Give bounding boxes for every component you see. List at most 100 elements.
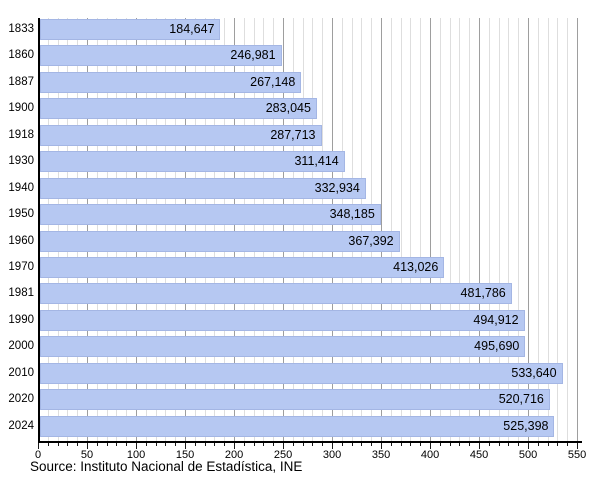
- x-minor-tick: [214, 442, 216, 446]
- bar: 332,934: [39, 177, 366, 199]
- x-tick-label: 400: [420, 449, 440, 461]
- major-gridline: [528, 18, 530, 441]
- x-major-tick: [136, 442, 138, 449]
- bar: 283,045: [39, 98, 317, 120]
- bar-value-label: 348,185: [329, 207, 375, 222]
- x-minor-tick: [96, 442, 98, 446]
- x-tick-label: 250: [273, 449, 293, 461]
- x-major-tick: [479, 442, 481, 449]
- bar: 520,716: [39, 389, 550, 411]
- minor-gridline: [106, 18, 108, 441]
- year-label: 1960: [8, 234, 34, 247]
- minor-gridline: [302, 18, 304, 441]
- bar: 367,392: [39, 230, 400, 252]
- minor-gridline: [488, 18, 490, 441]
- x-minor-tick: [155, 442, 157, 446]
- x-major-tick: [234, 442, 236, 449]
- major-gridline: [430, 18, 432, 441]
- bar-value-label: 520,716: [498, 392, 544, 407]
- minor-gridline: [263, 18, 265, 441]
- year-label: 2000: [8, 340, 34, 353]
- bar: 246,981: [39, 45, 282, 67]
- x-minor-tick: [312, 442, 314, 446]
- bar-value-label: 495,690: [474, 339, 520, 354]
- bar-value-label: 413,026: [393, 259, 439, 274]
- x-tick-label: 50: [80, 449, 94, 461]
- bar-value-label: 246,981: [230, 48, 276, 63]
- major-gridline: [332, 18, 334, 441]
- minor-gridline: [194, 18, 196, 441]
- minor-gridline: [518, 18, 520, 441]
- x-major-tick: [381, 442, 383, 449]
- x-axis-line: [38, 441, 582, 443]
- x-minor-tick: [518, 442, 520, 446]
- bar-value-label: 533,640: [511, 365, 557, 380]
- x-tick-label: 500: [518, 449, 538, 461]
- bar-value-label: 283,045: [265, 101, 311, 116]
- bar: 287,713: [39, 124, 322, 146]
- bar: 525,398: [39, 415, 555, 437]
- x-minor-tick: [204, 442, 206, 446]
- minor-gridline: [547, 18, 549, 441]
- x-minor-tick: [547, 442, 549, 446]
- x-major-tick: [430, 442, 432, 449]
- x-minor-tick: [175, 442, 177, 446]
- minor-gridline: [273, 18, 275, 441]
- bar-value-label: 367,392: [348, 233, 394, 248]
- bar: 494,912: [39, 309, 525, 331]
- x-major-tick: [528, 442, 530, 449]
- minor-gridline: [155, 18, 157, 441]
- year-label: 1860: [8, 49, 34, 62]
- bar-value-label: 525,398: [503, 418, 549, 433]
- minor-gridline: [341, 18, 343, 441]
- x-minor-tick: [165, 442, 167, 446]
- major-gridline: [136, 18, 138, 441]
- bar: 413,026: [39, 256, 445, 278]
- x-minor-tick: [243, 442, 245, 446]
- x-minor-tick: [194, 442, 196, 446]
- x-minor-tick: [77, 442, 79, 446]
- x-tick-label: 450: [469, 449, 489, 461]
- minor-gridline: [469, 18, 471, 441]
- minor-gridline: [116, 18, 118, 441]
- x-minor-tick: [410, 442, 412, 446]
- bar-value-label: 267,148: [250, 74, 296, 89]
- minor-gridline: [145, 18, 147, 441]
- minor-gridline: [439, 18, 441, 441]
- minor-gridline: [96, 18, 98, 441]
- x-minor-tick: [341, 442, 343, 446]
- bar: 495,690: [39, 336, 526, 358]
- bar: 267,148: [39, 71, 302, 93]
- bar: 481,786: [39, 283, 512, 305]
- minor-gridline: [371, 18, 373, 441]
- year-label: 1900: [8, 102, 34, 115]
- bar: 348,185: [39, 204, 381, 226]
- x-minor-tick: [390, 442, 392, 446]
- x-minor-tick: [449, 442, 451, 446]
- minor-gridline: [204, 18, 206, 441]
- x-minor-tick: [224, 442, 226, 446]
- x-minor-tick: [400, 442, 402, 446]
- x-major-tick: [185, 442, 187, 449]
- minor-gridline: [567, 18, 569, 441]
- x-minor-tick: [567, 442, 569, 446]
- bar-value-label: 494,912: [473, 312, 519, 327]
- year-label: 1981: [8, 287, 34, 300]
- x-tick-label: 0: [34, 449, 42, 461]
- bar-value-label: 184,647: [169, 22, 215, 36]
- x-tick-label: 350: [371, 449, 391, 461]
- minor-gridline: [253, 18, 255, 441]
- x-minor-tick: [420, 442, 422, 446]
- x-minor-tick: [351, 442, 353, 446]
- year-label: 1918: [8, 128, 34, 141]
- major-gridline: [283, 18, 285, 441]
- x-major-tick: [38, 442, 39, 449]
- x-minor-tick: [292, 442, 294, 446]
- year-label: 1930: [8, 155, 34, 168]
- x-major-tick: [283, 442, 285, 449]
- minor-gridline: [449, 18, 451, 441]
- minor-gridline: [175, 18, 177, 441]
- year-label: 2024: [8, 419, 34, 432]
